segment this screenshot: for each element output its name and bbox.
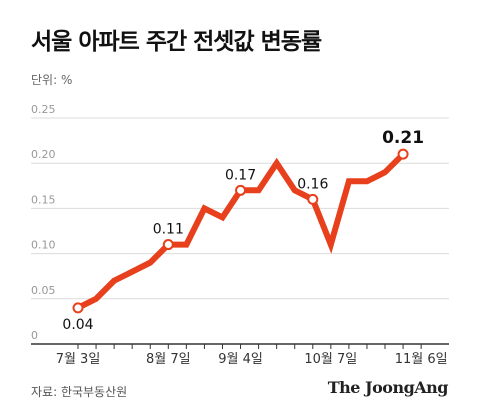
data-label: 0.17 [225,167,256,183]
data-label: 0.11 [153,222,184,238]
y-tick-label: 0.05 [31,284,56,297]
data-point-marker [72,302,84,314]
data-label: 0.21 [382,128,424,148]
chart-title: 서울 아파트 주간 전셋값 변동률 [31,29,322,55]
y-tick-label: 0.10 [31,239,56,252]
y-tick-label: 0.20 [31,148,56,161]
data-point-marker [235,184,247,196]
x-tick-label: 8월 7일 [146,352,191,367]
x-tick-label: 11월 6일 [395,352,448,367]
x-tick-label: 10월 7일 [304,352,357,367]
brand-logo: The JoongAng [327,378,449,397]
x-tick-label: 7월 3일 [56,352,101,367]
y-axis-ticks: 0 0.05 0.10 0.15 0.20 0.25 [31,103,56,342]
data-markers [72,148,409,314]
data-labels: 0.04 0.11 0.17 0.16 0.21 [62,128,424,333]
x-axis: 7월 3일 8월 7일 9월 4일 10월 7일 11월 6일 [31,343,449,367]
data-point-marker [162,239,174,251]
unit-label: 단위: % [31,73,73,87]
data-point-marker [397,148,409,160]
data-label: 0.04 [62,317,93,333]
x-tick-label: 9월 4일 [218,352,263,367]
y-tick-label: 0 [31,329,38,342]
y-tick-label: 0.15 [31,193,56,206]
source-note: 자료: 한국부동산원 [31,385,128,399]
y-tick-label: 0.25 [31,103,56,116]
data-label: 0.16 [297,176,328,192]
data-point-marker [307,193,319,205]
grid-lines [31,117,449,300]
